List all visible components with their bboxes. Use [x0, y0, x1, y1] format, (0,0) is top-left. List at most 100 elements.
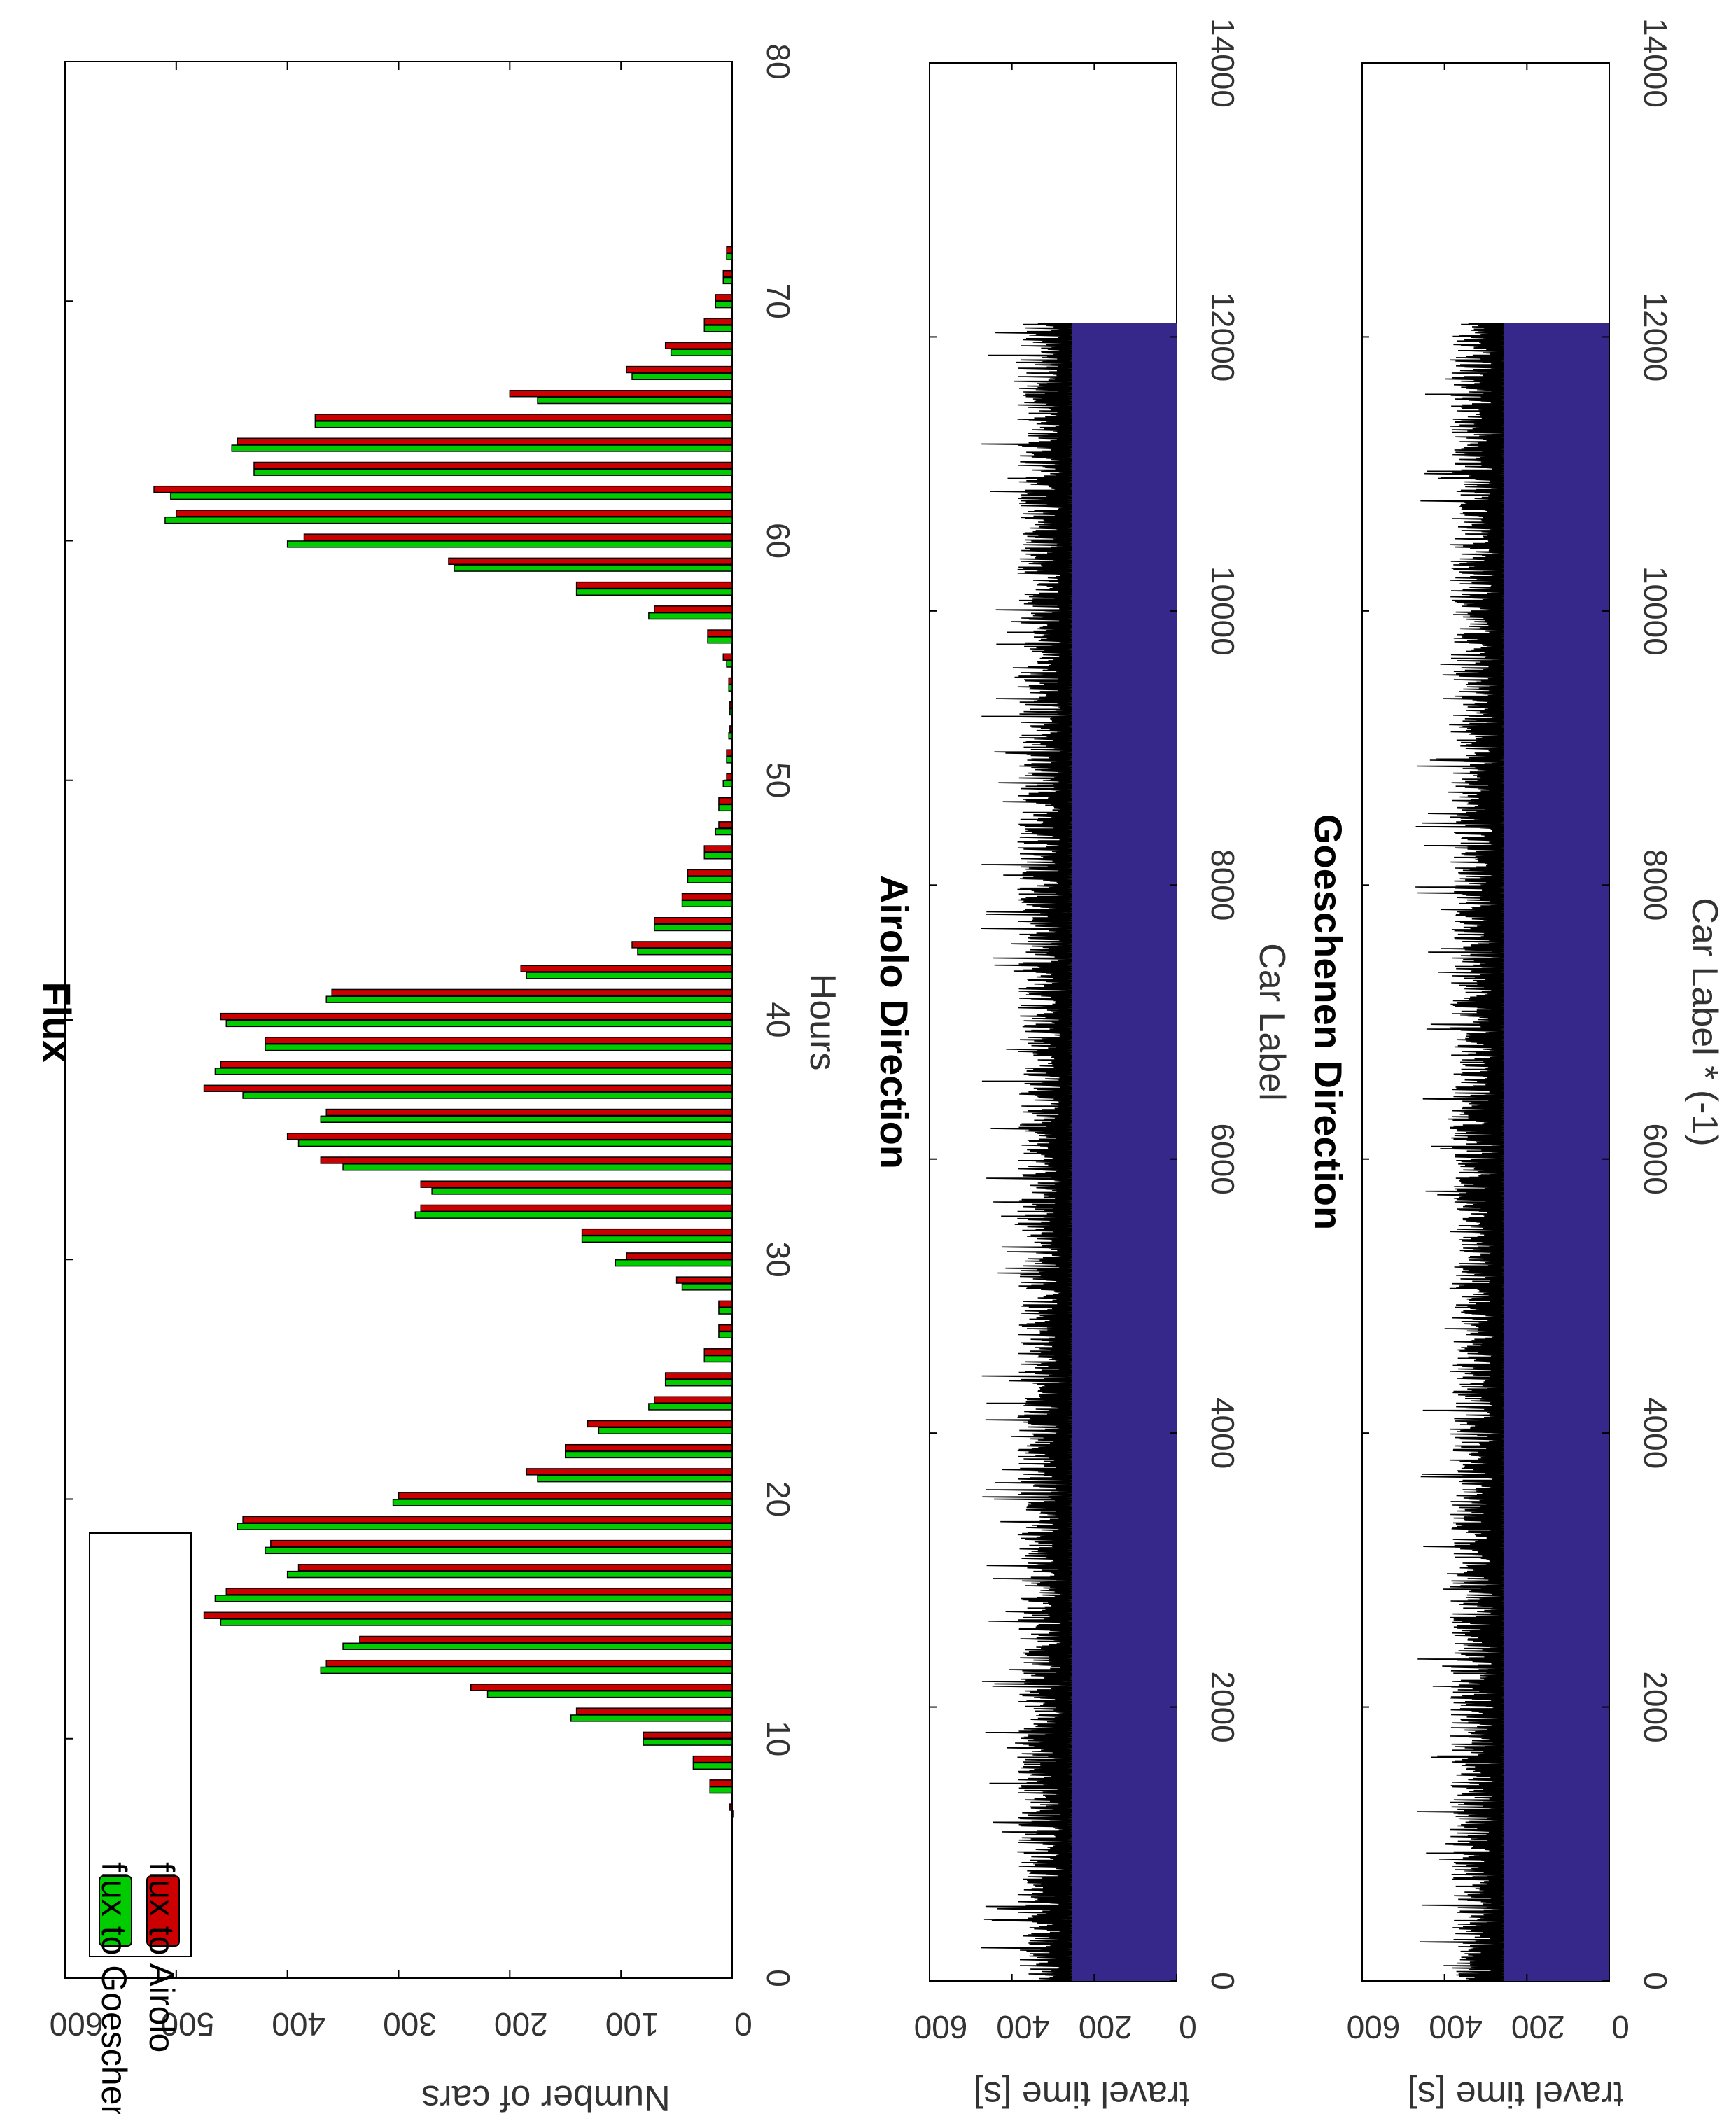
- flux-title: Flux: [35, 981, 79, 1062]
- goeschenen-x-tick-label: 10000: [1637, 566, 1674, 656]
- bar-airolo-47: [704, 845, 733, 853]
- bar-airolo-72: [726, 246, 733, 254]
- bar-goeschenen-23: [598, 1427, 733, 1434]
- bar-airolo-33: [420, 1180, 733, 1188]
- bar-airolo-9: [692, 1755, 733, 1763]
- bar-goeschenen-54: [728, 684, 733, 692]
- goeschenen-y-tick-label: 200: [1511, 2009, 1565, 2045]
- bar-airolo-55: [722, 653, 733, 661]
- goeschenen-y-tick-label: 400: [1429, 2009, 1483, 2045]
- bar-goeschenen-51: [726, 756, 733, 764]
- bar-airolo-53: [729, 701, 733, 709]
- airolo-x-tick-label: 8000: [1205, 849, 1241, 920]
- flux-y-tick-label: 400: [272, 2006, 326, 2043]
- bar-airolo-70: [715, 294, 733, 302]
- bar-airolo-23: [587, 1420, 733, 1428]
- airolo-baseline-fill: [1071, 323, 1177, 1981]
- bar-goeschenen-24: [648, 1403, 733, 1410]
- goeschenen-x-tick-label: 8000: [1637, 849, 1674, 920]
- bar-goeschenen-50: [722, 780, 733, 788]
- airolo-panel: Airolo Direction Car Label travel time […: [872, 18, 1292, 2114]
- bar-airolo-21: [526, 1468, 733, 1476]
- bar-airolo-71: [722, 270, 733, 278]
- flux-y-tick-label: 500: [160, 2006, 214, 2043]
- bar-goeschenen-72: [726, 253, 733, 260]
- bar-goeschenen-43: [637, 948, 733, 955]
- legend-label-goeschenen: flux to Goeschenen: [94, 1862, 134, 2114]
- bar-goeschenen-39: [265, 1043, 733, 1051]
- airolo-y-tick-label: 600: [914, 2009, 968, 2045]
- legend-swatch-goeschenen: [99, 1875, 132, 1947]
- bar-goeschenen-7: [732, 1810, 734, 1818]
- bar-goeschenen-70: [715, 300, 733, 309]
- flux-bars: [153, 246, 734, 1818]
- bar-goeschenen-55: [726, 660, 733, 668]
- goeschenen-y-ticks: 0 200 400 600: [1347, 63, 1630, 2045]
- flux-y-tick-label: 200: [494, 2006, 548, 2043]
- bar-goeschenen-20: [392, 1499, 733, 1506]
- goeschenen-baseline-fill: [1504, 323, 1609, 1981]
- bar-airolo-15: [203, 1611, 733, 1619]
- bar-airolo-38: [220, 1060, 733, 1068]
- bar-airolo-24: [654, 1396, 733, 1404]
- bar-airolo-42: [520, 965, 733, 972]
- bar-goeschenen-47: [704, 852, 733, 860]
- bar-goeschenen-35: [298, 1139, 733, 1147]
- goeschenen-y-tick-label: 0: [1611, 2009, 1630, 2045]
- flux-x-tick-label: 20: [760, 1481, 797, 1517]
- bar-airolo-19: [242, 1516, 733, 1524]
- bar-goeschenen-29: [681, 1283, 733, 1291]
- bar-airolo-26: [704, 1348, 733, 1356]
- flux-y-axis-label: Number of cars: [421, 2078, 670, 2114]
- bar-airolo-10: [643, 1731, 733, 1740]
- bar-airolo-54: [728, 677, 733, 685]
- airolo-x-tick-label: 12000: [1205, 292, 1241, 382]
- bar-airolo-37: [203, 1084, 733, 1092]
- bar-goeschenen-66: [537, 396, 733, 405]
- bar-airolo-25: [664, 1372, 733, 1380]
- bar-goeschenen-65: [314, 421, 733, 428]
- goeschenen-panel: Goeschenen Direction Car Label * (-1) tr…: [1306, 18, 1725, 2114]
- bar-airolo-7: [729, 1803, 733, 1811]
- flux-x-tick-label: 60: [760, 523, 797, 559]
- bar-airolo-48: [718, 821, 733, 829]
- bar-airolo-27: [718, 1324, 733, 1332]
- bar-goeschenen-9: [692, 1762, 733, 1770]
- bar-goeschenen-37: [242, 1091, 733, 1099]
- goeschenen-x-tick-label: 4000: [1637, 1397, 1674, 1469]
- bar-airolo-46: [687, 869, 733, 876]
- bar-airolo-36: [326, 1108, 733, 1116]
- flux-y-tick-label: 300: [383, 2006, 437, 2043]
- airolo-x-tick-label: 6000: [1205, 1124, 1241, 1195]
- flux-x-tick-label: 40: [760, 1002, 797, 1037]
- flux-x-tick-label: 80: [760, 43, 797, 79]
- airolo-y-axis-label: travel time [s]: [973, 2074, 1189, 2114]
- bar-airolo-43: [631, 941, 733, 948]
- goeschenen-x-tick-label: 6000: [1637, 1124, 1674, 1195]
- airolo-x-ticks: 0 2000 4000 6000 8000 10000 12000 14000: [930, 18, 1241, 1990]
- bar-goeschenen-44: [654, 923, 733, 932]
- flux-y-tick-label: 100: [606, 2006, 659, 2043]
- bar-goeschenen-31: [581, 1235, 733, 1243]
- legend-swatch-airolo: [146, 1875, 180, 1947]
- flux-x-tick-label: 10: [760, 1721, 797, 1756]
- bar-goeschenen-69: [704, 325, 733, 332]
- goeschenen-travel-time-area: [1415, 323, 1609, 1982]
- bar-goeschenen-14: [342, 1642, 733, 1650]
- bar-airolo-64: [237, 438, 733, 445]
- bar-airolo-32: [420, 1204, 733, 1212]
- bar-goeschenen-62: [170, 492, 733, 500]
- bar-goeschenen-59: [454, 564, 733, 572]
- bar-goeschenen-67: [631, 372, 733, 381]
- bar-goeschenen-17: [286, 1570, 733, 1578]
- flux-legend: flux to Goeschenen flux to Airolo: [89, 1532, 192, 2114]
- bar-airolo-67: [626, 365, 733, 374]
- airolo-x-tick-label: 2000: [1205, 1671, 1241, 1742]
- bar-goeschenen-25: [664, 1379, 733, 1387]
- goeschenen-x-tick-label: 0: [1637, 1972, 1674, 1990]
- bar-airolo-22: [565, 1443, 733, 1452]
- goeschenen-x-ticks: 0 2000 4000 6000 8000 10000 12000 14000: [1362, 18, 1674, 1990]
- bar-goeschenen-53: [729, 708, 733, 716]
- bar-goeschenen-42: [526, 972, 733, 979]
- bar-airolo-59: [448, 557, 733, 566]
